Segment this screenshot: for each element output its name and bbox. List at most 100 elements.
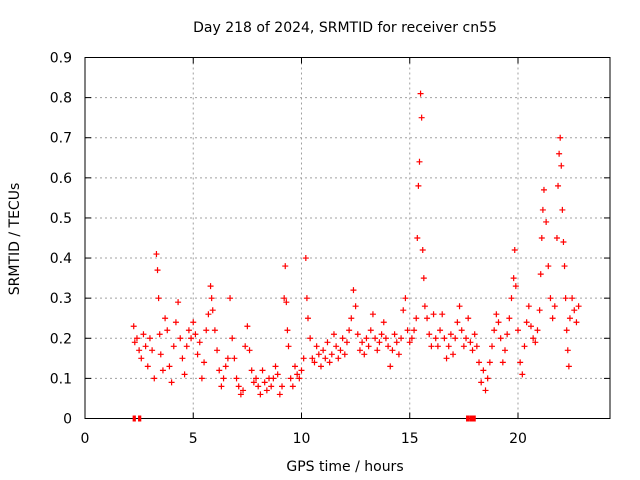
data-point [387,363,394,370]
data-point [385,343,392,350]
data-point [395,351,402,358]
data-point [253,375,260,382]
data-point [476,359,483,366]
data-point [348,315,355,322]
data-point [454,319,461,326]
data-point [495,319,502,326]
data-point [460,343,467,350]
data-point [537,271,544,278]
plot-frame [84,57,611,419]
data-point [450,351,457,358]
data-point [320,347,327,354]
data-point [561,263,568,270]
data-point [480,367,487,374]
data-point [573,319,580,326]
data-point [216,367,223,374]
data-point [337,347,344,354]
data-point [220,375,227,382]
data-point [343,339,350,346]
data-point [469,347,476,354]
data-point [564,347,571,354]
data-point [525,303,532,310]
data-point [563,327,570,334]
data-point [367,327,374,334]
data-point [231,355,238,362]
axis-ticks [84,57,610,419]
data-point [408,335,415,342]
data-point [302,255,309,262]
data-point [565,363,572,370]
data-point [284,327,291,334]
data-point [133,335,140,342]
y-tick-label: 0.7 [50,131,72,147]
data-point [471,331,478,338]
data-point [287,375,294,382]
y-tick-label: 0.9 [50,51,72,67]
data-point [543,218,550,225]
data-point [218,383,225,390]
data-point [227,295,234,302]
data-point [511,247,518,254]
data-point [363,335,370,342]
data-point [330,331,337,338]
data-point [406,339,413,346]
data-point [354,331,361,338]
data-point [382,335,389,342]
data-point [502,347,508,354]
data-point [439,311,446,318]
gap-markers [132,415,476,422]
y-tick-label: 0.5 [50,211,72,227]
data-point [523,319,530,326]
data-point [418,114,425,121]
data-point [560,239,567,246]
data-point [391,331,398,338]
data-point [484,375,491,382]
data-point [170,343,177,350]
data-point [313,343,320,350]
data-point [437,327,444,334]
data-point [207,283,214,290]
data-point [456,303,463,310]
data-point [530,335,537,342]
data-point [177,335,184,342]
data-point [413,315,420,322]
y-tick-label: 0.2 [50,331,72,347]
data-point [465,315,472,322]
data-point [322,355,329,362]
data-point [426,331,433,338]
data-point [369,311,376,318]
y-axis-label: SRMTID / TECUs [7,183,23,296]
data-point [156,331,163,338]
data-point [240,387,247,394]
data-point [380,319,387,326]
data-point [486,359,493,366]
data-point [326,359,333,366]
data-point [255,383,262,390]
data-point [506,315,513,322]
data-point [411,327,418,334]
data-point [309,355,316,362]
data-point [389,347,396,354]
data-point [181,371,188,378]
data-point [517,359,524,366]
data-point [359,339,366,346]
gap-marker [132,415,136,422]
x-tick-label: 0 [81,431,90,447]
data-point [270,375,277,382]
data-point [566,315,573,322]
data-point [553,235,560,241]
data-point [203,327,210,334]
data-point [491,327,498,334]
data-point [398,335,405,342]
data-point [294,371,301,378]
data-point [421,303,428,310]
data-point [575,303,582,310]
data-point [400,307,407,314]
data-point [282,263,289,270]
data-point [130,323,137,330]
data-point [272,363,279,370]
y-tick-label: 0.4 [50,251,72,267]
data-point [242,343,249,350]
data-point [131,339,138,346]
